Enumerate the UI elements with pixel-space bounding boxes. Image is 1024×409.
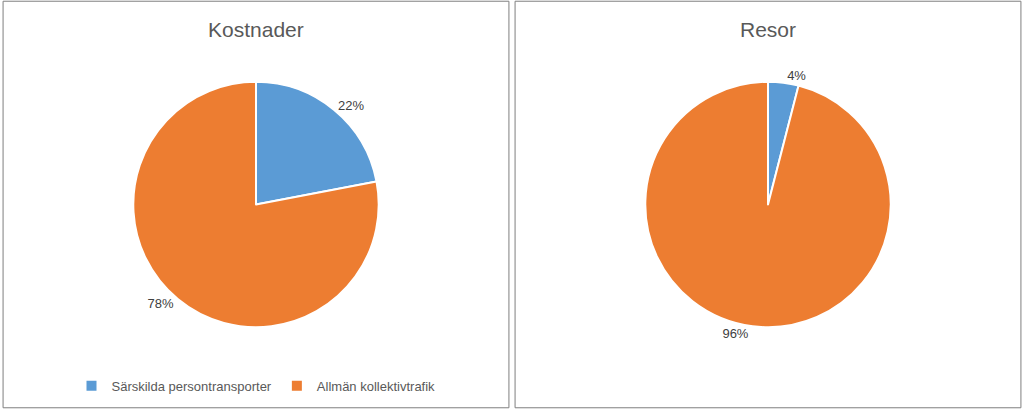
svg-text:4%: 4%	[787, 68, 806, 83]
svg-text:22%: 22%	[338, 98, 364, 113]
svg-text:Resor: Resor	[740, 18, 796, 41]
svg-text:Kostnader: Kostnader	[208, 18, 304, 41]
svg-text:78%: 78%	[148, 296, 174, 311]
svg-text:Allmän kollektivtrafik: Allmän kollektivtrafik	[317, 379, 435, 394]
svg-text:Särskilda persontransporter: Särskilda persontransporter	[112, 379, 272, 394]
svg-text:96%: 96%	[722, 326, 748, 341]
